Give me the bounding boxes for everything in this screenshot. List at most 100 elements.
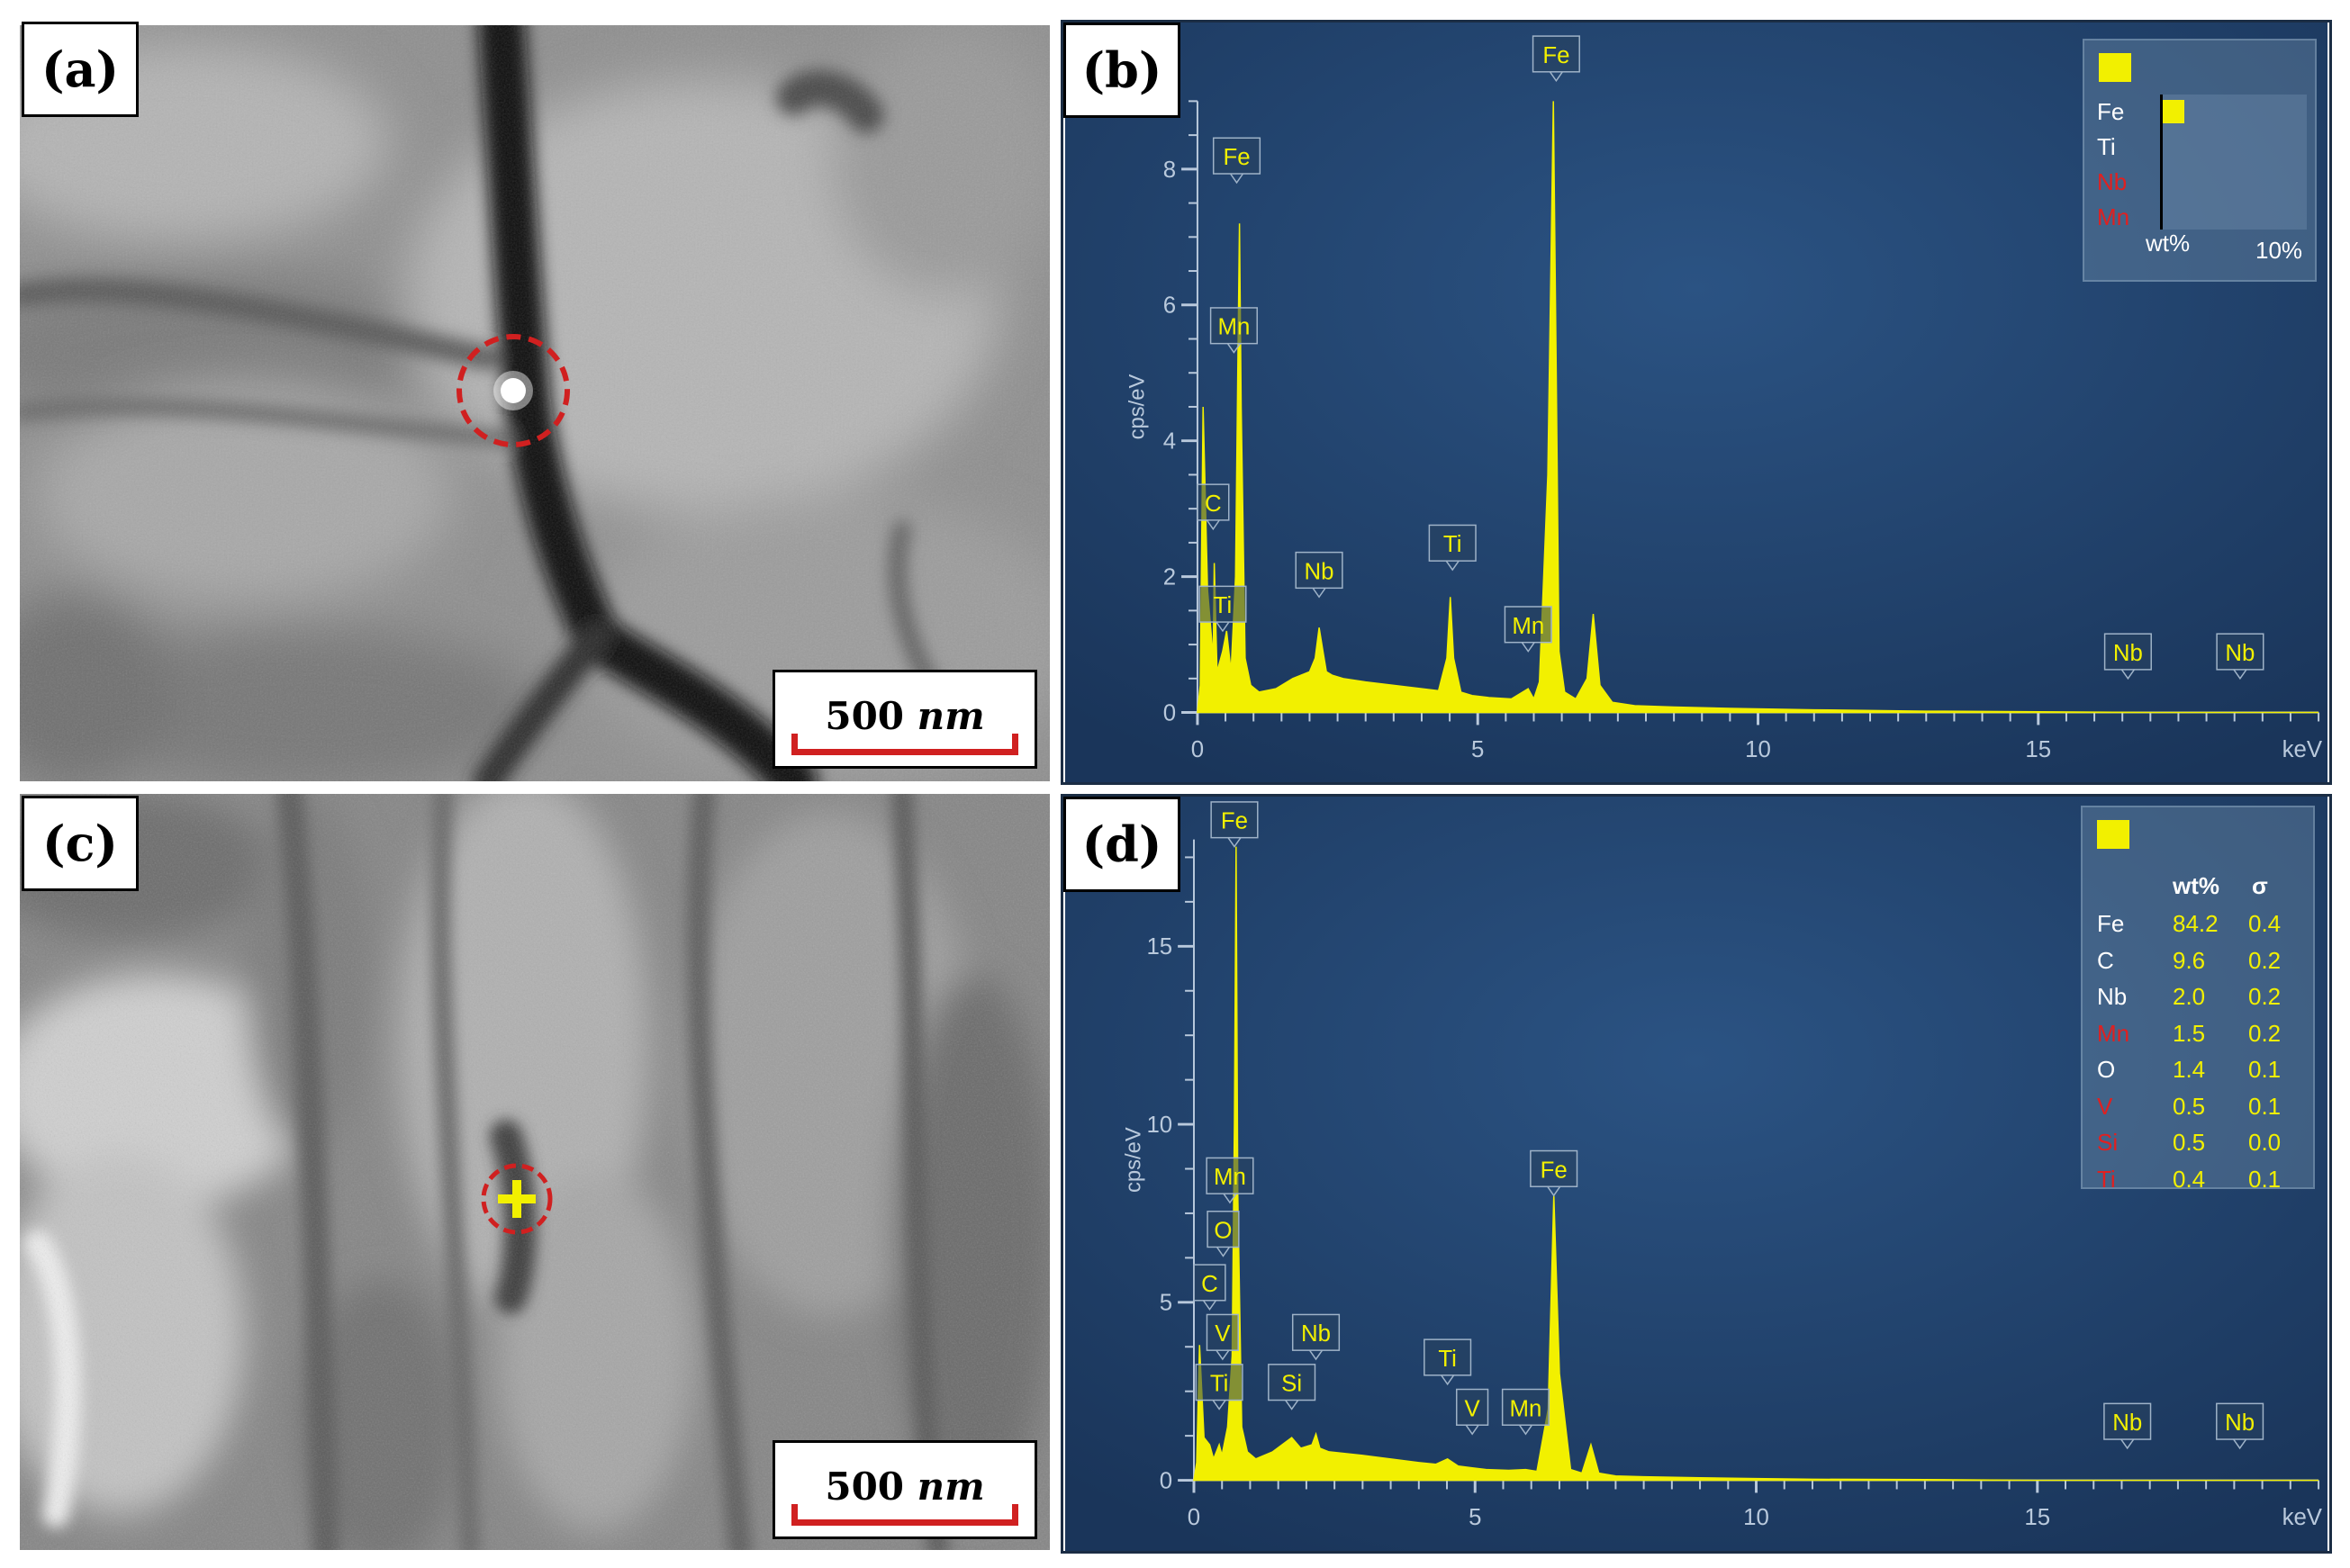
peak-label-mn: Mn — [1504, 606, 1552, 653]
eds-b-legend-element-nb: Nb — [2097, 168, 2128, 195]
peak-label-fe: Fe — [1530, 1149, 1578, 1197]
peak-label-text: Fe — [1223, 145, 1250, 170]
peak-label-text: Mn — [1510, 1396, 1542, 1421]
peak-label-ti: Ti — [1198, 585, 1247, 633]
peak-label-box — [1212, 137, 1261, 175]
peak-label-box — [2216, 1402, 2264, 1440]
y-tick-label: 8 — [1163, 158, 1176, 183]
peak-label-pointer — [1518, 1424, 1533, 1436]
peak-label-text: Ti — [1214, 593, 1233, 618]
peak-label-o: O — [1207, 1211, 1240, 1257]
eds-b-legend-element-fe: Fe — [2097, 98, 2125, 125]
peak-label-si: Si — [1268, 1364, 1316, 1410]
y-tick-label: 4 — [1163, 429, 1176, 455]
x-tick-label: 0 — [1191, 737, 1204, 762]
eds-d-legend-sigma: 0.1 — [2248, 1056, 2282, 1083]
peak-label-text: V — [1215, 1321, 1231, 1347]
eds-d-legend-element-si: Si — [2097, 1129, 2119, 1156]
y-tick-label: 0 — [1163, 700, 1176, 725]
scale-bar-a-line — [791, 734, 1018, 755]
peak-label-pointer — [1521, 642, 1535, 653]
eds-d-legend-element-v: V — [2097, 1092, 2113, 1120]
eds-d-legend-sigma: 0.4 — [2248, 910, 2282, 937]
peak-label-box — [1424, 1338, 1472, 1376]
peak-label-text: Nb — [2112, 1410, 2142, 1436]
peak-label-nb: Nb — [2216, 1402, 2264, 1450]
peak-label-pointer — [1206, 519, 1220, 531]
y-tick-label: 6 — [1163, 293, 1176, 319]
peak-label-text: Ti — [1438, 1347, 1457, 1372]
peak-label-nb: Nb — [1291, 1313, 1341, 1361]
peak-label-pointer — [1308, 1349, 1324, 1361]
eds-d-legend-sigma: 0.2 — [2248, 1019, 2282, 1047]
peak-label-box — [1532, 35, 1580, 73]
eds-d-legend-element-ti: Ti — [2097, 1165, 2116, 1193]
eds-d-legend-wt: 0.5 — [2173, 1092, 2206, 1120]
peak-label-box — [1206, 1157, 1254, 1194]
panel-label-d: (d) — [1063, 797, 1180, 892]
peak-label-box — [1504, 606, 1552, 644]
peak-label-box — [1210, 801, 1259, 839]
panel-label-c: (c) — [22, 796, 139, 891]
peak-label-pointer — [1216, 621, 1230, 633]
peak-label-nb: Nb — [2103, 1402, 2152, 1450]
eds-b-legend-axis-max: 10% — [2255, 237, 2303, 264]
scale-bar-a: 500 nm — [773, 670, 1037, 769]
scale-bar-c-text: 500 nm — [775, 1464, 1035, 1509]
peak-label-pointer — [1441, 1374, 1455, 1386]
eds-b-legend: Fe Ti Nb Mn wt% 10% — [2083, 39, 2317, 282]
peak-label-pointer — [2120, 1438, 2135, 1450]
peak-label-box — [2103, 633, 2152, 671]
peak-label-text: Mn — [1217, 315, 1250, 340]
peak-label-text: V — [1465, 1396, 1481, 1421]
peak-label-text: Mn — [1512, 614, 1544, 639]
peak-label-box — [1456, 1388, 1489, 1426]
peak-label-pointer — [1549, 71, 1563, 83]
peak-label-fe: Fe — [1210, 801, 1259, 848]
peak-label-pointer — [1229, 173, 1244, 185]
peak-label-text: C — [1201, 1272, 1218, 1297]
peak-label-text: Nb — [2225, 641, 2255, 666]
peak-label-pointer — [1216, 1247, 1231, 1257]
peak-label-box — [1195, 1364, 1243, 1401]
peak-label-pointer — [1445, 560, 1460, 572]
eds-b-legend-element-mn: Mn — [2097, 203, 2130, 230]
peak-label-box — [1530, 1149, 1578, 1187]
peak-label-box — [1198, 585, 1247, 623]
peak-label-v: V — [1206, 1313, 1239, 1361]
spectrum-series — [1193, 846, 2319, 1482]
eds-d-legend-wt: 1.4 — [2173, 1056, 2206, 1083]
peak-label-text: Nb — [1305, 559, 1334, 584]
peak-label-text: Fe — [1541, 1158, 1568, 1183]
eds-d-legend-element-mn: Mn — [2097, 1019, 2130, 1047]
peak-label-text: Fe — [1542, 43, 1569, 68]
peak-label-pointer — [2120, 669, 2135, 680]
eds-d-legend-wt: 84.2 — [2173, 910, 2219, 937]
sem-image-c-graphic — [20, 794, 1050, 1550]
scale-bar-a-value: 500 — [825, 694, 905, 738]
peak-label-box — [1206, 1313, 1239, 1351]
peak-label-fe: Fe — [1532, 35, 1580, 83]
eds-b-legend-swatch — [2099, 53, 2131, 82]
y-tick-label: 15 — [1146, 934, 1172, 960]
eds-spectrum-d: 0 5 10 15 keV 0 5 10 15 cps/eV Fe Mn O C V Ti Si Nb Ti V Mn… — [1061, 794, 2332, 1554]
sem-image-a — [20, 25, 1050, 781]
eds-spectrum-b: 0 5 10 15 keV 0 2 4 6 8 cps/eV Fe Mn C Ti Nb Ti Mn Fe Nb Nb… — [1061, 20, 2332, 785]
eds-b-legend-element-ti: Ti — [2097, 133, 2116, 160]
y-tick-label: 2 — [1163, 565, 1176, 590]
y-tick-label: 10 — [1146, 1113, 1172, 1138]
scale-bar-a-unit: nm — [917, 694, 985, 738]
eds-d-legend-element-nb: Nb — [2097, 983, 2128, 1010]
eds-b-legend-axis-label: wt% — [2146, 230, 2191, 257]
x-tick-label: 15 — [2024, 1505, 2050, 1530]
sem-image-c — [20, 794, 1050, 1550]
eds-d-legend-sigma: 0.1 — [2248, 1165, 2282, 1193]
eds-d-legend-wt: 0.5 — [2173, 1129, 2206, 1156]
peak-label-box — [1428, 524, 1477, 562]
scale-bar-c: 500 nm — [773, 1440, 1037, 1539]
peak-label-text: Mn — [1214, 1165, 1246, 1190]
x-tick-label: 5 — [1471, 737, 1484, 762]
scale-bar-c-unit: nm — [917, 1464, 985, 1509]
x-tick-label: 0 — [1188, 1505, 1200, 1530]
